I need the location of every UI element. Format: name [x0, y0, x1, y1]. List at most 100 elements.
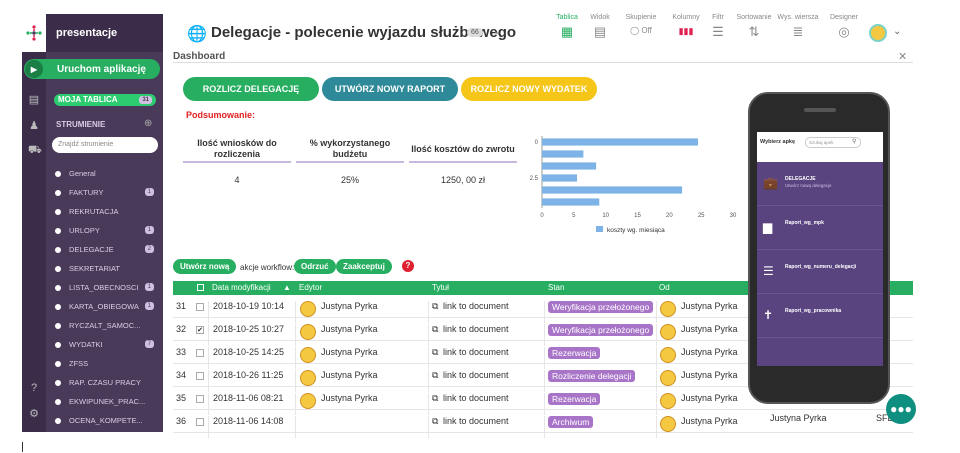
- col-title[interactable]: Tytuł: [432, 283, 449, 292]
- document-link[interactable]: link to document: [443, 393, 509, 403]
- bar-4: [542, 186, 683, 194]
- row-checkbox[interactable]: ✔: [196, 326, 204, 334]
- sidebar-item-ryczalt[interactable]: RYCZALT_SAMOC...: [52, 316, 158, 335]
- phone-item-raport-pracownik[interactable]: ✝ Raport_wg_pracownika: [757, 294, 883, 338]
- document-link[interactable]: link to document: [443, 347, 509, 357]
- select-app-label: Wybierz apkę: [760, 139, 796, 145]
- phone-item-title: Raport_wg_pracownika: [785, 308, 842, 314]
- sidebar-item-karta-obiegowa[interactable]: KARTA_OBIEGOWA 1: [52, 297, 158, 316]
- document-link[interactable]: link to document: [443, 324, 509, 334]
- create-new-button[interactable]: Utwórz nową: [173, 259, 237, 274]
- document-link[interactable]: link to document: [443, 370, 509, 380]
- sidebar-item-label: KARTA_OBIEGOWA: [69, 302, 139, 311]
- app-search-input[interactable]: Szukaj apek: [805, 137, 861, 148]
- count-badge: 1: [144, 283, 154, 291]
- y-tick-label: 2.5: [530, 176, 539, 182]
- my-table-button[interactable]: MOJA TABLICA 31: [54, 94, 156, 106]
- table-row[interactable]: 34 2018-10-26 11:25 Justyna Pyrka ⧉ link to …: [173, 364, 913, 392]
- help-icon[interactable]: ?: [402, 260, 414, 272]
- stream-search-input[interactable]: Znajdź strumienie: [52, 137, 158, 153]
- avatar[interactable]: [869, 24, 887, 42]
- tool-row-height[interactable]: Wys. wiersza ≣: [775, 14, 821, 40]
- col-from[interactable]: Od: [659, 283, 670, 292]
- table-row[interactable]: 31 2018-10-19 10:14 Justyna Pyrka ⧉ link to …: [173, 295, 913, 323]
- row-checkbox[interactable]: [196, 395, 204, 403]
- gear-icon[interactable]: ⚙: [29, 408, 39, 420]
- accept-button[interactable]: Zaakceptuj: [336, 259, 392, 274]
- phone-item-raport-mpk[interactable]: ▆ Raport_wg_mpk: [757, 206, 883, 250]
- tool-sortowanie[interactable]: Sortowanie ⇅: [734, 14, 774, 40]
- focus-toggle[interactable]: ◯ Off: [630, 26, 652, 35]
- row-number: 33: [176, 347, 187, 357]
- divider: [656, 416, 657, 438]
- col-editor[interactable]: Edytor: [299, 283, 323, 292]
- document-link[interactable]: link to document: [443, 416, 509, 426]
- tool-widok[interactable]: Widok ▤: [580, 14, 620, 40]
- help-icon[interactable]: ?: [30, 382, 38, 394]
- chat-bubble-icon[interactable]: ●●●: [886, 394, 916, 424]
- new-expense-button[interactable]: ROZLICZ NOWY WYDATEK: [461, 77, 597, 101]
- col-state[interactable]: Stan: [548, 283, 565, 292]
- new-report-button[interactable]: UTWÓRZ NOWY RAPORT: [322, 77, 458, 101]
- table-row[interactable]: 35 2018-11-06 08:21 Justyna Pyrka ⧉ link to …: [173, 387, 913, 415]
- avatar: [300, 393, 316, 409]
- stat-costs: Ilość kosztów do zwrotu 1250, 00 zł: [409, 137, 517, 185]
- sidebar-item-rekrutacja[interactable]: REKRUTACJA: [52, 202, 158, 221]
- sidebar-item-zfss[interactable]: ZFSS: [52, 354, 158, 373]
- tool-designer[interactable]: Designer ◎: [824, 14, 864, 40]
- run-app-button[interactable]: ▶ Uruchom aplikację: [24, 59, 160, 79]
- sidebar-item-urlopy[interactable]: URLOPY 1: [52, 221, 158, 240]
- tool-tablica[interactable]: Tablica ▦: [547, 14, 587, 40]
- settle-delegation-button[interactable]: ROZLICZ DELEGACJĘ: [183, 77, 319, 101]
- play-icon: ▶: [25, 60, 43, 78]
- row-checkbox[interactable]: [196, 372, 204, 380]
- col-date[interactable]: Data modyfikacji: [212, 283, 271, 292]
- divider: [428, 393, 429, 415]
- add-stream-icon[interactable]: ⊕: [144, 118, 153, 129]
- clipboard-icon[interactable]: ▤: [28, 94, 40, 106]
- sidebar-item-wydatki[interactable]: WYDATKI 7: [52, 335, 158, 354]
- page-title: Delegacje - polecenie wyjazdu służbowego: [211, 24, 517, 41]
- row-date: 2018-10-26 11:25: [213, 370, 284, 380]
- phone-item-delegacje[interactable]: 💼 DELEGACJE Utwórz nową delegacje: [757, 162, 883, 206]
- table-row[interactable]: 32 ✔ 2018-10-25 10:27 Justyna Pyrka ⧉ link to…: [173, 318, 913, 346]
- row-date: 2018-10-19 10:14: [213, 301, 285, 311]
- row-checkbox[interactable]: [196, 349, 204, 357]
- x-tick-label: 20: [666, 213, 673, 219]
- app-logo[interactable]: [22, 14, 46, 52]
- divider: [295, 347, 296, 369]
- table-row[interactable]: 33 2018-10-25 14:25 Justyna Pyrka ⧉ link to …: [173, 341, 913, 369]
- sidebar-item-label: OCENA_KOMPETE...: [69, 416, 143, 425]
- reject-button[interactable]: Odrzuć: [294, 259, 336, 274]
- sidebar-item-label: RAP. CZASU PRACY: [69, 378, 141, 387]
- row-from: Justyna Pyrka: [681, 393, 738, 403]
- bullet-icon: [55, 208, 61, 215]
- bullet-icon: [55, 246, 61, 253]
- sidebar-item-ekwipunek[interactable]: EKWIPUNEK_PRAC...: [52, 392, 158, 411]
- divider: [295, 416, 296, 438]
- row-checkbox[interactable]: [196, 418, 204, 426]
- sidebar-item-sekretariat[interactable]: SEKRETARIAT: [52, 259, 158, 278]
- tool-filtr[interactable]: Filtr ☰: [698, 14, 738, 40]
- table-row[interactable]: 36 2018-11-06 14:08 ⧉ link to document Archi…: [173, 410, 913, 438]
- phone-item-raport-numer[interactable]: ☰ Raport_wg_numeru_delegacji: [757, 250, 883, 294]
- sidebar-item-rap-czasu-pracy[interactable]: RAP. CZASU PRACY: [52, 373, 158, 392]
- cart-icon[interactable]: ⛟: [28, 144, 42, 156]
- select-all-checkbox[interactable]: [197, 284, 204, 291]
- tool-skupienie[interactable]: Skupienie ◯ Off: [621, 14, 661, 35]
- users-icon[interactable]: ♟: [29, 120, 39, 132]
- sidebar-item-general[interactable]: General: [52, 164, 158, 183]
- close-icon[interactable]: ✕: [898, 51, 908, 63]
- tool-kolumny[interactable]: Kolumny ▮▮▮: [666, 14, 706, 37]
- document-link[interactable]: link to document: [443, 301, 509, 311]
- divider: [208, 393, 209, 415]
- chevron-down-icon[interactable]: ⌄: [893, 26, 902, 37]
- sidebar-item-lista-obecnosci[interactable]: LISTA_OBECNOSCI 1: [52, 278, 158, 297]
- chevron-down-icon[interactable]: ⌄: [493, 26, 502, 37]
- sidebar-item-faktury[interactable]: FAKTURY 1: [52, 183, 158, 202]
- sidebar-item-delegacje[interactable]: DELEGACJE 2: [52, 240, 158, 259]
- sidebar-item-ocena[interactable]: OCENA_KOMPETE...: [52, 411, 158, 430]
- row-checkbox[interactable]: [196, 303, 204, 311]
- chart-icon: ▆: [763, 220, 773, 234]
- sort-asc-icon[interactable]: ▲: [283, 283, 291, 292]
